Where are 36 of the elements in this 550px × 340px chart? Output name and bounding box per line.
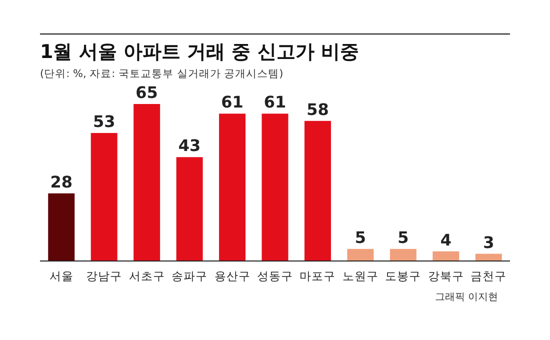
bar <box>304 120 331 261</box>
x-tick-label: 강남구 <box>86 269 122 283</box>
chart-title: 1월 서울 아파트 거래 중 신고가 비중 <box>40 41 359 63</box>
x-tick-label: 금천구 <box>470 269 507 283</box>
data-label: 28 <box>50 172 72 192</box>
x-tick-label: 서울 <box>49 269 74 283</box>
data-label: 4 <box>440 230 452 250</box>
data-label: 3 <box>483 232 494 252</box>
x-tick-label: 성동구 <box>257 269 293 283</box>
bar <box>347 248 374 261</box>
data-label: 58 <box>306 100 329 119</box>
bar <box>134 104 160 261</box>
data-label: 61 <box>264 92 286 112</box>
chart-subtitle: (단위: %, 자료: 국토교통부 실거래가 공개시스템) <box>40 68 284 80</box>
x-tick-label: 서초구 <box>128 269 165 283</box>
text: 그래픽 이지현 <box>434 292 498 303</box>
bar <box>176 157 203 261</box>
data-label: 5 <box>354 228 366 247</box>
bar <box>219 114 246 261</box>
x-tick-label: 용산구 <box>214 269 250 283</box>
data-label: 43 <box>178 136 201 156</box>
data-label: 5 <box>398 228 409 247</box>
data-label: 53 <box>92 112 116 131</box>
x-tick-label: 송파구 <box>172 269 208 283</box>
bar <box>48 193 75 261</box>
bar <box>390 248 416 261</box>
x-tick-label: 노원구 <box>342 269 378 283</box>
bar <box>475 254 502 261</box>
bar <box>262 114 288 261</box>
x-tick-label: 마포구 <box>300 269 336 283</box>
data-label: 65 <box>136 83 158 102</box>
bar <box>90 132 118 261</box>
x-tick-label: 도봉구 <box>385 269 422 283</box>
bar <box>432 251 460 261</box>
x-tick-label: 강북구 <box>428 269 464 283</box>
data-label: 61 <box>221 92 244 112</box>
